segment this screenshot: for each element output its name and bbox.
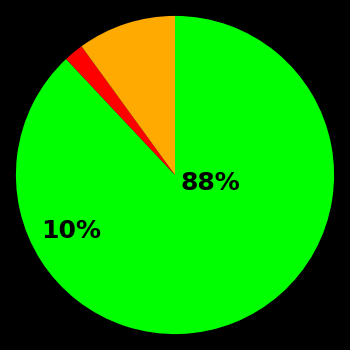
Wedge shape: [16, 16, 334, 334]
Wedge shape: [66, 46, 175, 175]
Text: 10%: 10%: [42, 219, 102, 243]
Text: 88%: 88%: [180, 171, 240, 195]
Wedge shape: [82, 16, 175, 175]
